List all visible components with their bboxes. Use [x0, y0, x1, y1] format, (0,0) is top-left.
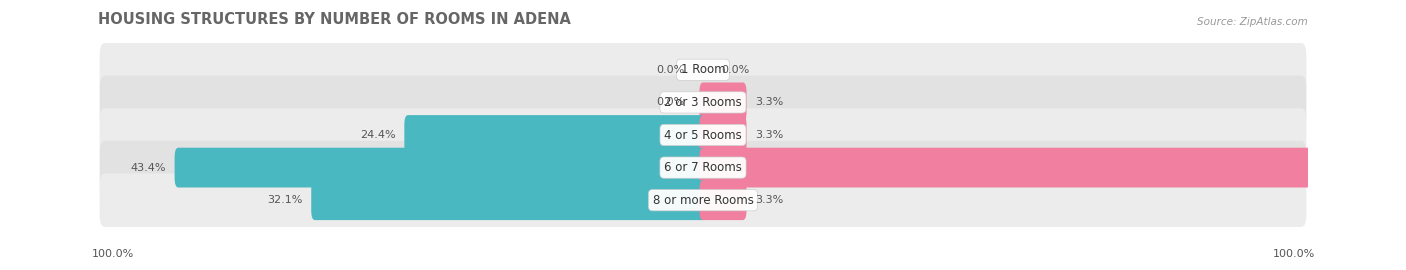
- Text: HOUSING STRUCTURES BY NUMBER OF ROOMS IN ADENA: HOUSING STRUCTURES BY NUMBER OF ROOMS IN…: [98, 12, 571, 27]
- FancyBboxPatch shape: [699, 180, 747, 220]
- Text: 3.3%: 3.3%: [755, 195, 783, 205]
- Text: 1 Room: 1 Room: [681, 63, 725, 76]
- FancyBboxPatch shape: [405, 115, 707, 155]
- Text: 3.3%: 3.3%: [755, 130, 783, 140]
- FancyBboxPatch shape: [100, 141, 1306, 194]
- FancyBboxPatch shape: [699, 83, 747, 122]
- FancyBboxPatch shape: [699, 148, 1406, 187]
- Text: Source: ZipAtlas.com: Source: ZipAtlas.com: [1197, 17, 1308, 27]
- Text: 8 or more Rooms: 8 or more Rooms: [652, 194, 754, 207]
- Text: 4 or 5 Rooms: 4 or 5 Rooms: [664, 129, 742, 141]
- Text: 43.4%: 43.4%: [131, 163, 166, 173]
- FancyBboxPatch shape: [174, 148, 707, 187]
- Text: 100.0%: 100.0%: [1272, 249, 1315, 259]
- FancyBboxPatch shape: [100, 108, 1306, 162]
- FancyBboxPatch shape: [100, 173, 1306, 227]
- FancyBboxPatch shape: [100, 76, 1306, 129]
- Text: 3.3%: 3.3%: [755, 97, 783, 107]
- Text: 2 or 3 Rooms: 2 or 3 Rooms: [664, 96, 742, 109]
- Text: 24.4%: 24.4%: [360, 130, 396, 140]
- Text: 0.0%: 0.0%: [657, 97, 685, 107]
- Text: 100.0%: 100.0%: [91, 249, 134, 259]
- FancyBboxPatch shape: [100, 43, 1306, 97]
- Text: 0.0%: 0.0%: [721, 65, 749, 75]
- Text: 6 or 7 Rooms: 6 or 7 Rooms: [664, 161, 742, 174]
- Text: 32.1%: 32.1%: [267, 195, 302, 205]
- FancyBboxPatch shape: [311, 180, 707, 220]
- Text: 0.0%: 0.0%: [657, 65, 685, 75]
- FancyBboxPatch shape: [699, 115, 747, 155]
